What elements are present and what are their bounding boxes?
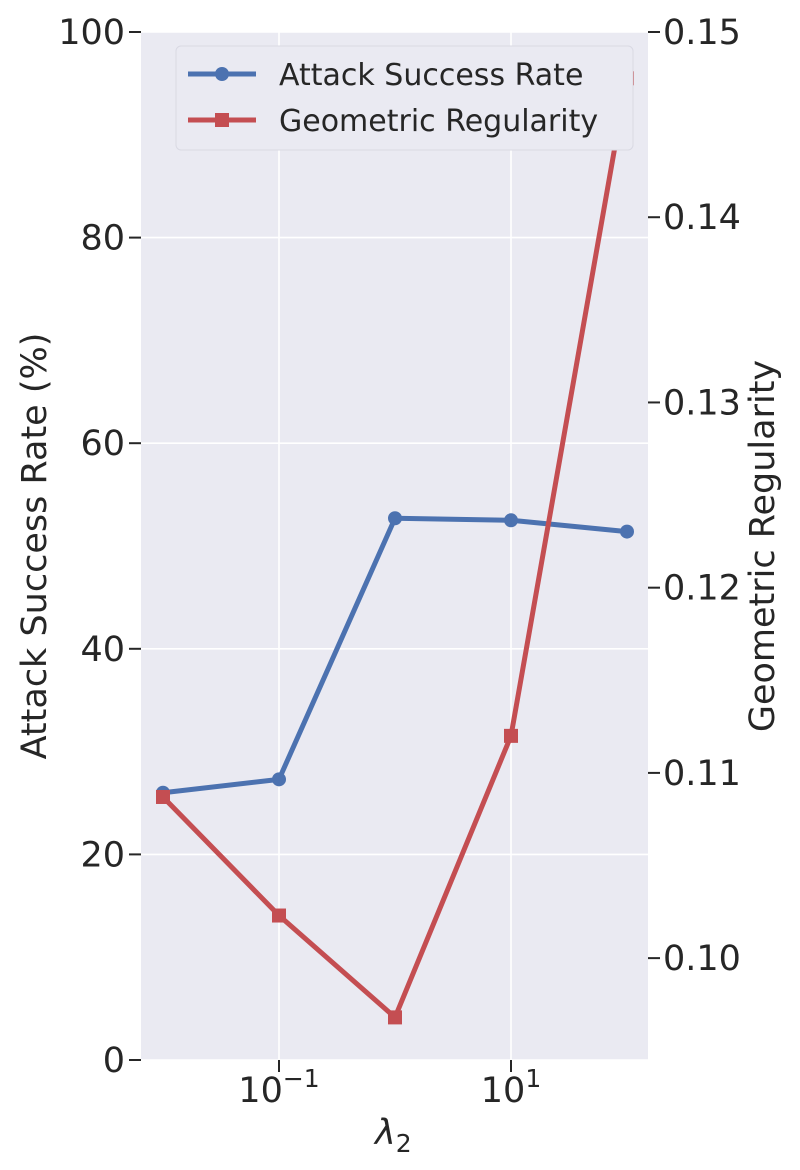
legend-label-attack-success-rate: Attack Success Rate <box>279 58 583 93</box>
point-geometric-regularity-0 <box>156 789 170 804</box>
right-y-tick-label-0: 0.10 <box>663 939 741 979</box>
right-y-axis: 0.10 0.11 0.12 0.13 0.14 0.15 <box>648 13 741 979</box>
point-geometric-regularity-2 <box>388 1010 402 1025</box>
legend-frame <box>175 45 634 151</box>
point-attack-success-rate-1 <box>272 772 286 787</box>
x-tick-label-1: 101 <box>481 1064 541 1111</box>
point-attack-success-rate-4 <box>620 524 634 539</box>
x-axis-label: λ2 <box>373 1113 412 1158</box>
right-y-axis-label: Geometric Regularity <box>743 360 783 732</box>
legend-marker-attack-success-rate <box>215 67 229 81</box>
legend-marker-geometric-regularity <box>215 113 229 127</box>
right-y-tick-label-2: 0.12 <box>663 569 741 609</box>
legend-label-geometric-regularity: Geometric Regularity <box>279 104 598 139</box>
point-geometric-regularity-1 <box>272 908 286 923</box>
x-tick-label-exponent-0: −1 <box>283 1064 320 1093</box>
right-y-tick-label-4: 0.14 <box>663 198 741 238</box>
plot-area <box>141 32 648 1060</box>
x-tick-label-base-1: 10 <box>481 1071 526 1111</box>
left-y-tick-label-4: 80 <box>80 219 125 259</box>
x-tick-label-0: 10−1 <box>238 1064 319 1111</box>
right-y-tick-label-5: 0.15 <box>663 13 741 53</box>
left-y-axis: 0 20 40 60 80 100 <box>58 13 141 1081</box>
x-tick-label-exponent-1: 1 <box>525 1064 541 1093</box>
right-y-tick-label-1: 0.11 <box>663 754 741 794</box>
left-y-axis-label: Attack Success Rate (%) <box>15 333 55 760</box>
left-y-tick-label-5: 100 <box>58 13 125 53</box>
x-axis: 10−1 101 <box>238 1060 541 1111</box>
right-y-tick-label-3: 0.13 <box>663 383 741 423</box>
x-axis-label-subscript: 2 <box>396 1129 412 1158</box>
left-y-tick-label-0: 0 <box>103 1041 125 1081</box>
legend: Attack Success Rate Geometric Regularity <box>175 45 634 151</box>
left-y-tick-label-3: 60 <box>80 424 125 464</box>
point-geometric-regularity-3 <box>504 728 518 743</box>
series-layer <box>156 71 634 1025</box>
x-axis-label-main: λ <box>373 1113 396 1153</box>
grid-lines <box>141 31 648 1061</box>
left-y-tick-label-2: 40 <box>80 630 125 670</box>
point-attack-success-rate-3 <box>504 513 518 528</box>
x-tick-label-base-0: 10 <box>238 1071 283 1111</box>
left-y-tick-label-1: 20 <box>80 835 125 875</box>
point-attack-success-rate-2 <box>388 511 402 526</box>
